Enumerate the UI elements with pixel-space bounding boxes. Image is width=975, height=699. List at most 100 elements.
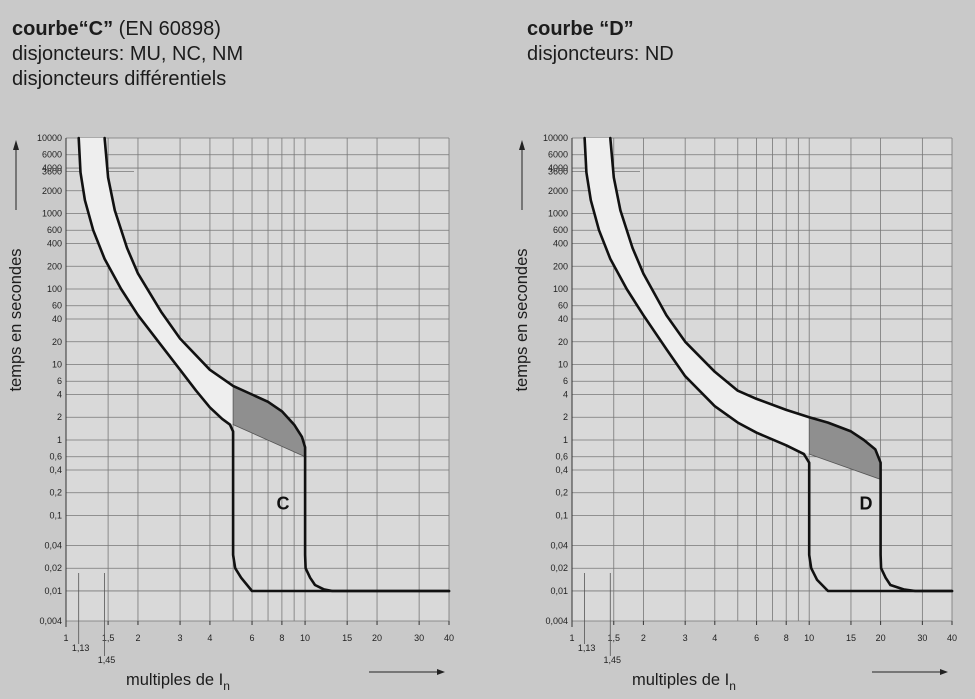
y-tick-label: 0,02 [550,563,568,573]
x-tick-label: 15 [846,633,856,643]
y-tick-label: 20 [52,337,62,347]
x-axis-title-c: multiples de In [126,671,230,693]
y-tick-label: 60 [558,301,568,311]
x-tick-label: 8 [279,633,284,643]
y-tick-label: 0,1 [49,510,62,520]
header-c-line2: disjoncteurs: MU, NC, NM [12,43,244,65]
x-tick-label-low: 1,13 [578,643,596,653]
y-tick-label: 0,004 [545,616,568,626]
header-d-line2: disjoncteurs: ND [527,43,674,65]
y-tick-label: 4000 [548,163,568,173]
x-tick-label: 30 [414,633,424,643]
trip-curve-d-upper [609,136,954,593]
y-tick-label: 200 [47,261,62,271]
y-axis-arrow-head [13,140,19,150]
y-tick-label: 2000 [548,186,568,196]
plot-area-d [572,138,952,621]
y-axis-title-c: temps en secondes [7,248,25,391]
y-tick-label: 0,4 [555,465,568,475]
x-tick-label: 1 [569,633,574,643]
y-tick-label: 0,2 [49,488,62,498]
x-axis-title-prefix: multiples de I [632,671,729,689]
y-tick-label: 0,04 [44,541,62,551]
x-tick-label: 40 [444,633,454,643]
x-tick-label: 1,5 [608,633,621,643]
header-d-line1: courbe “D” [527,17,674,42]
x-tick-label: 8 [784,633,789,643]
x-tick-label: 1 [63,633,68,643]
trip-curve-d-lower [583,136,954,593]
x-tick-label: 30 [917,633,927,643]
x-tick-label: 6 [754,633,759,643]
y-axis-arrow-head [519,140,525,150]
y-tick-label: 2 [563,412,568,422]
x-tick-label: 15 [342,633,352,643]
y-tick-label: 6000 [548,150,568,160]
x-tick-label: 4 [207,633,212,643]
header-curve-d: courbe “D” disjoncteurs: ND [527,17,674,67]
y-tick-label: 3600 [548,166,568,176]
x-tick-label-low: 1,45 [98,655,116,665]
y-tick-label: 10000 [37,133,62,143]
curve-label-c: C [277,493,290,513]
y-tick-label: 100 [553,284,568,294]
y-tick-label: 6000 [42,150,62,160]
header-d-title: courbe “D” [527,18,634,40]
x-tick-label: 6 [250,633,255,643]
y-tick-label: 600 [47,225,62,235]
y-tick-label: 40 [52,314,62,324]
x-axis-title-subscript: n [223,679,230,693]
y-tick-label: 4 [563,390,568,400]
y-tick-label: 0,6 [49,452,62,462]
y-axis-title-d: temps en secondes [513,248,531,391]
y-tick-label: 4000 [42,163,62,173]
y-tick-label: 0,04 [550,541,568,551]
x-axis-title-subscript: n [729,679,736,693]
header-curve-c: courbe“C” (EN 60898) disjoncteurs: MU, N… [12,17,243,92]
y-tick-label: 2 [57,412,62,422]
header-c-standard: (EN 60898) [113,18,221,40]
y-tick-label: 400 [47,239,62,249]
x-tick-label: 20 [372,633,382,643]
x-axis-arrow-head [940,669,948,675]
trip-curve-c-lower [77,136,451,593]
y-tick-label: 0,2 [555,488,568,498]
y-tick-label: 2000 [42,186,62,196]
y-tick-label: 10000 [543,133,568,143]
y-tick-label: 0,01 [550,586,568,596]
y-tick-label: 0,02 [44,563,62,573]
y-tick-label: 0,6 [555,452,568,462]
y-tick-label: 1000 [548,208,568,218]
y-tick-label: 100 [47,284,62,294]
tolerance-band-d [584,138,810,455]
x-tick-label: 2 [641,633,646,643]
y-tick-label: 600 [553,225,568,235]
x-tick-label-low: 1,45 [604,655,622,665]
y-tick-label: 0,01 [44,586,62,596]
x-tick-label: 10 [300,633,310,643]
x-tick-label-low: 1,13 [72,643,90,653]
trip-curve-c-upper [103,136,451,593]
curve-label-d: D [860,493,873,513]
y-tick-label: 0,4 [49,465,62,475]
y-tick-label: 10 [52,359,62,369]
y-tick-label: 3600 [42,166,62,176]
y-tick-label: 6 [563,376,568,386]
y-tick-label: 10 [558,359,568,369]
x-tick-label: 1,5 [102,633,115,643]
x-tick-label: 20 [876,633,886,643]
x-tick-label: 3 [178,633,183,643]
header-c-line3: disjoncteurs différentiels [12,68,227,90]
y-tick-label: 1 [563,435,568,445]
y-tick-label: 1 [57,435,62,445]
y-tick-label: 200 [553,261,568,271]
y-tick-label: 0,1 [555,510,568,520]
header-c-line1: courbe“C” (EN 60898) [12,17,243,42]
y-tick-label: 400 [553,239,568,249]
plot-area-c [66,138,449,621]
x-axis-arrow-head [437,669,445,675]
